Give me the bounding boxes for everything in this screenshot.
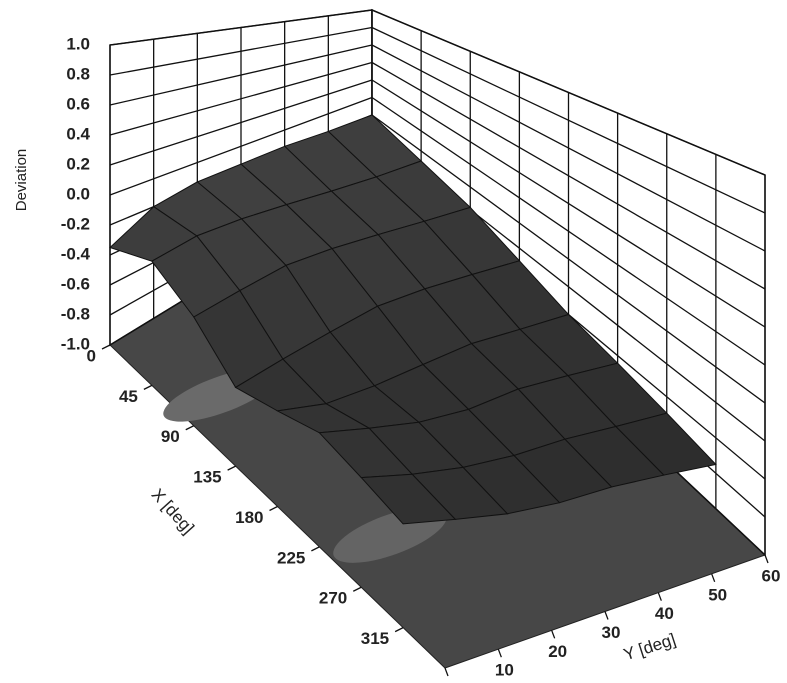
grid-line [109,79,373,166]
grid-line [371,26,766,214]
tick-mark [394,627,404,633]
grid-line [109,96,373,196]
grid-line [109,61,373,136]
z-tick-label: -0.8 [61,304,90,323]
tick-mark [269,505,278,512]
x-tick-label: 90 [161,427,180,446]
tick-mark [444,667,449,677]
grid-line [109,26,373,76]
z-tick-label: 0.4 [66,124,90,143]
z-tick-label: 0.8 [66,64,90,83]
grid-line [371,96,766,366]
z-tick-label: 0.0 [66,184,90,203]
surface-cell [360,473,457,525]
x-tick-label: 225 [277,548,305,567]
z-tick-label: 0.6 [66,94,90,113]
x-tick-label: 315 [361,629,389,648]
z-tick-label: 0.2 [66,154,90,173]
y-tick-label: 30 [602,623,621,642]
tick-mark [711,573,716,583]
x-axis-label: X [deg] [148,485,198,538]
grid-line [371,9,766,176]
x-tick-label: 270 [319,589,347,608]
z-tick-label: -0.6 [61,274,90,293]
z-tick-label: -0.4 [61,244,91,263]
x-tick-label: 135 [193,468,221,487]
tick-mark [185,425,195,431]
z-tick-label: 1.0 [66,34,90,53]
tick-mark [227,465,236,471]
tick-mark [604,611,609,620]
y-tick-label: 20 [548,642,567,661]
x-tick-label: 45 [119,387,138,406]
x-tick-label: 0 [87,346,96,365]
z-axis-label: Deviation [13,149,30,212]
tick-mark [311,546,320,552]
z-tick-label: -1.0 [61,334,90,353]
y-tick-label: 10 [495,661,514,680]
grid-line [371,44,766,252]
tick-mark [497,648,502,658]
grid-line [109,44,373,106]
grid-line [371,114,766,404]
z-tick-label: -0.2 [61,214,90,233]
tick-mark [143,384,153,390]
tick-mark [764,554,769,564]
tick-mark [101,344,111,350]
y-tick-label: 50 [708,585,727,604]
y-tick-label: 40 [655,604,674,623]
tick-mark [657,592,662,601]
x-tick-label: 180 [235,508,263,527]
y-axis-label: Y [deg] [621,630,678,665]
grid-line [109,9,373,46]
tick-mark [551,630,556,639]
y-tick-label: 60 [762,566,781,585]
tick-mark [352,586,362,592]
grid-line [371,61,766,290]
y-tick-label: 0 [446,679,455,683]
grid-line [371,79,766,328]
